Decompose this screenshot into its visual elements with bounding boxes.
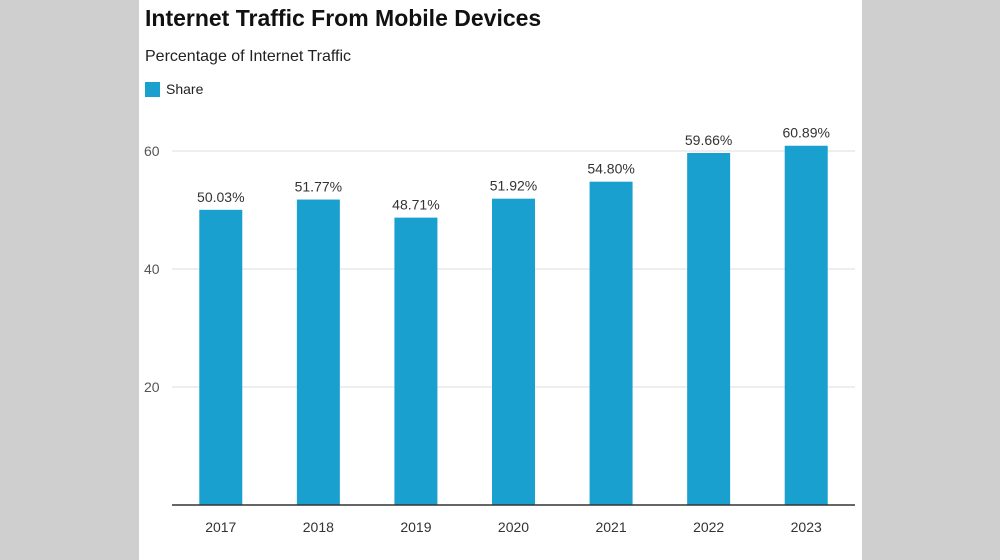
data-label-2019: 48.71% <box>392 197 439 213</box>
x-tick-label-2022: 2022 <box>693 519 724 535</box>
bar-2017 <box>199 209 243 505</box>
chart-title: Internet Traffic From Mobile Devices <box>145 5 542 31</box>
bar-2021 <box>589 181 633 505</box>
data-label-2022: 59.66% <box>685 132 732 148</box>
data-label-2023: 60.89% <box>782 125 829 141</box>
bar-2023 <box>784 145 828 505</box>
y-tick-label-60: 60 <box>144 143 160 159</box>
legend-swatch-share <box>145 81 160 97</box>
x-tick-label-2021: 2021 <box>595 519 626 535</box>
bar-2020 <box>492 198 535 505</box>
chart-subtitle: Percentage of Internet Traffic <box>145 48 352 65</box>
bar-2022 <box>687 153 731 506</box>
x-tick-label-2018: 2018 <box>303 519 334 535</box>
chart-frame: Internet Traffic From Mobile Devices Per… <box>139 0 862 560</box>
y-tick-label-40: 40 <box>144 261 160 277</box>
y-tick-label-20: 20 <box>144 379 160 395</box>
bar-2018 <box>296 199 340 505</box>
bar-2019 <box>394 217 438 505</box>
x-tick-label-2020: 2020 <box>498 519 529 535</box>
x-tick-label-2017: 2017 <box>205 519 236 535</box>
data-label-2021: 54.80% <box>587 161 634 177</box>
bar-chart: 20 40 60 50.03% 2017 51.77% 2018 48.71% 2019 51.9… <box>144 125 855 535</box>
legend-label-share: Share <box>166 81 204 97</box>
data-label-2020: 51.92% <box>490 178 537 194</box>
data-label-2018: 51.77% <box>295 179 342 195</box>
data-label-2017: 50.03% <box>197 189 244 205</box>
x-tick-label-2019: 2019 <box>400 519 431 535</box>
x-tick-label-2023: 2023 <box>791 519 822 535</box>
chart-legend: Share <box>145 81 203 97</box>
